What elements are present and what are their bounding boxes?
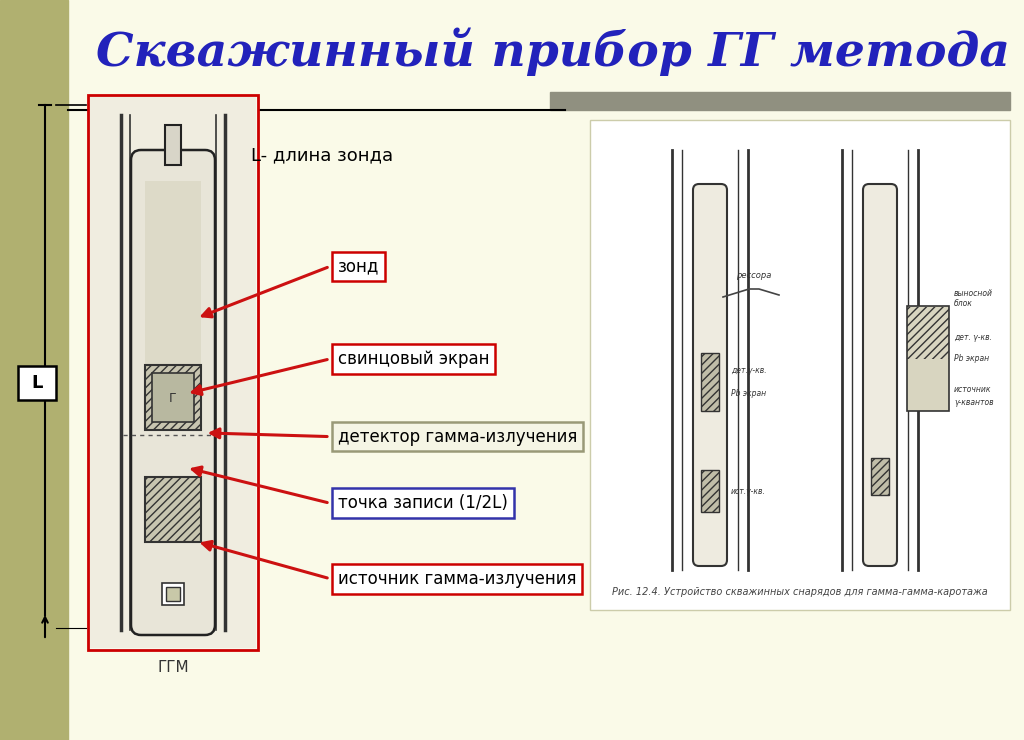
Text: рессора: рессора bbox=[736, 271, 772, 280]
Bar bbox=[145, 181, 201, 373]
Bar bbox=[165, 125, 181, 165]
Bar bbox=[550, 92, 1010, 110]
Text: источник: источник bbox=[954, 386, 991, 394]
Bar bbox=[907, 307, 949, 359]
Text: свинцовый экран: свинцовый экран bbox=[338, 350, 489, 368]
Bar bbox=[0, 0, 68, 740]
Bar bbox=[701, 470, 719, 512]
Bar bbox=[145, 477, 201, 542]
Text: детектор гамма-излучения: детектор гамма-излучения bbox=[338, 428, 578, 445]
Text: Рис. 12.4. Устройство скважинных снарядов для гамма-гамма-каротажа: Рис. 12.4. Устройство скважинных снарядо… bbox=[612, 587, 988, 597]
Bar bbox=[871, 458, 889, 495]
Text: Г: Г bbox=[169, 391, 177, 405]
Bar bbox=[701, 353, 719, 411]
Text: L: L bbox=[32, 374, 43, 392]
Text: зонд: зонд bbox=[338, 258, 379, 275]
Text: точка записи (1/2L): точка записи (1/2L) bbox=[338, 494, 508, 512]
Text: ист.γ-кв.: ист.γ-кв. bbox=[731, 486, 766, 496]
Bar bbox=[166, 587, 180, 601]
Text: Скважинный прибор ГГ метода: Скважинный прибор ГГ метода bbox=[96, 27, 1010, 76]
Bar bbox=[145, 365, 201, 430]
FancyBboxPatch shape bbox=[863, 184, 897, 566]
Text: блок: блок bbox=[954, 300, 973, 309]
FancyBboxPatch shape bbox=[693, 184, 727, 566]
Text: дет. γ-кв.: дет. γ-кв. bbox=[954, 333, 992, 342]
Bar bbox=[907, 306, 949, 411]
Bar bbox=[88, 95, 258, 650]
Bar bbox=[90, 97, 256, 648]
Bar bbox=[162, 583, 184, 605]
FancyBboxPatch shape bbox=[131, 150, 215, 635]
Text: дет.γ-кв.: дет.γ-кв. bbox=[731, 366, 767, 375]
Bar bbox=[152, 373, 194, 422]
Text: Pb экран: Pb экран bbox=[731, 389, 766, 398]
Bar bbox=[590, 120, 1010, 610]
Bar bbox=[18, 366, 56, 400]
Text: источник гамма-излучения: источник гамма-излучения bbox=[338, 570, 577, 588]
Text: L- длина зонда: L- длина зонда bbox=[251, 147, 393, 164]
Text: выносной: выносной bbox=[954, 289, 993, 298]
Text: Pb экран: Pb экран bbox=[954, 354, 989, 363]
Text: ГГМ: ГГМ bbox=[158, 661, 188, 676]
Text: γ-квантов: γ-квантов bbox=[954, 398, 993, 407]
